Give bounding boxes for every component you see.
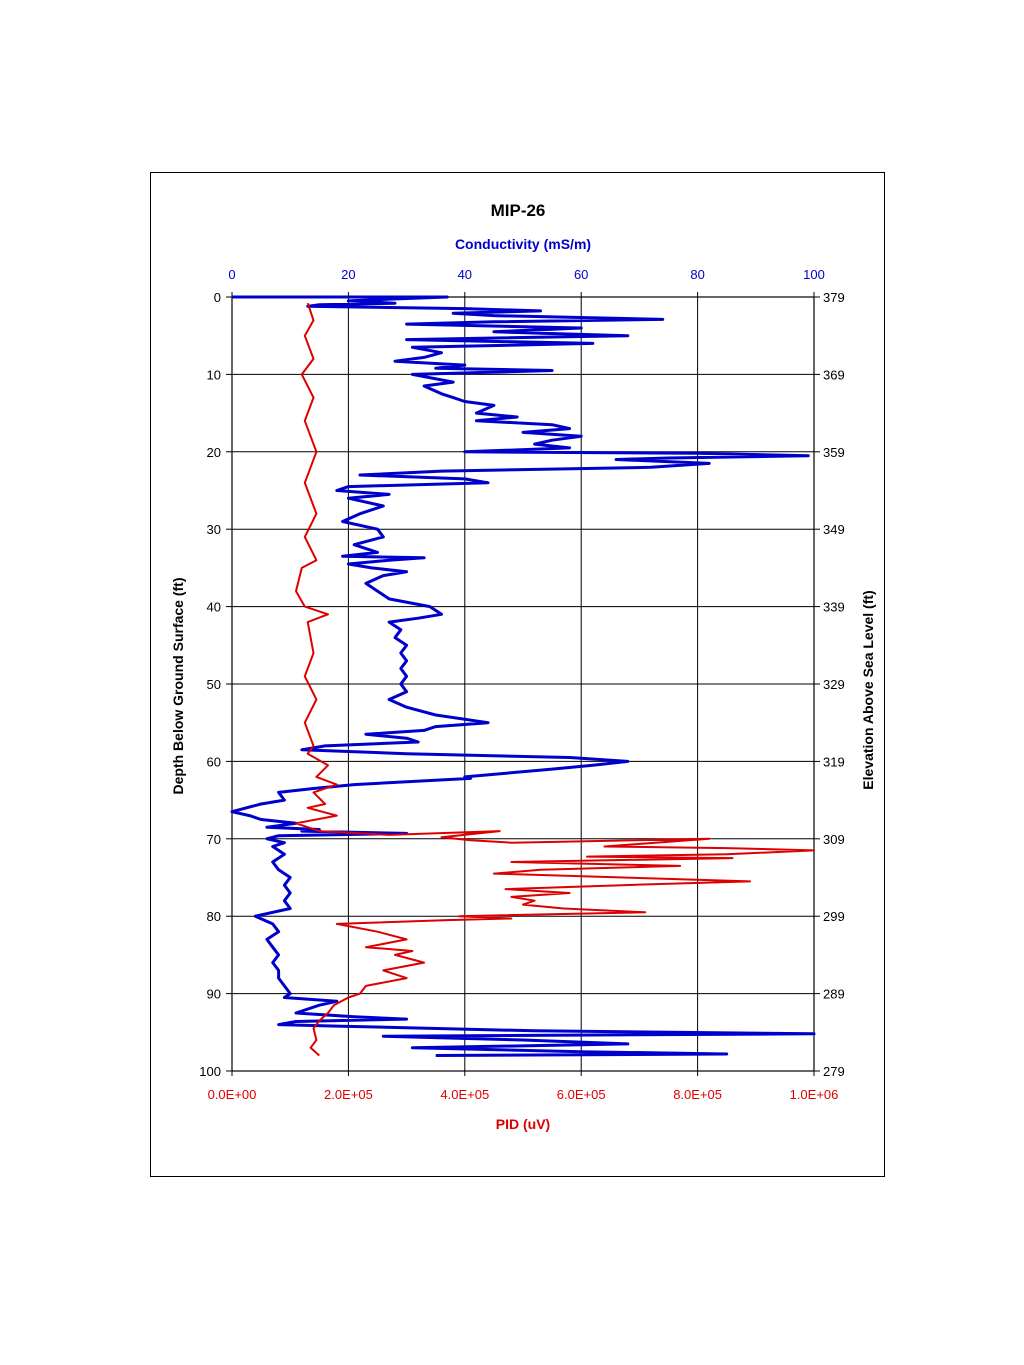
right-tick-label: 369	[823, 367, 845, 382]
bottom-tick-label: 6.0E+05	[557, 1087, 606, 1102]
right-tick-label: 329	[823, 677, 845, 692]
top-tick-label: 100	[803, 267, 825, 282]
bottom-tick-label: 8.0E+05	[673, 1087, 722, 1102]
chart-title: MIP-26	[491, 201, 546, 220]
right-tick-label: 359	[823, 445, 845, 460]
chart-frame	[150, 172, 885, 1177]
right-tick-label: 299	[823, 909, 845, 924]
left-tick-label: 20	[207, 445, 221, 460]
bottom-axis-label: PID (uV)	[496, 1116, 550, 1132]
left-tick-label: 50	[207, 677, 221, 692]
bottom-tick-label: 4.0E+05	[440, 1087, 489, 1102]
right-tick-label: 379	[823, 290, 845, 305]
left-axis-label: Depth Below Ground Surface (ft)	[170, 578, 186, 795]
pid-series-line	[295, 302, 815, 1057]
left-tick-label: 0	[214, 290, 221, 305]
right-tick-label: 279	[823, 1064, 845, 1079]
top-tick-label: 60	[574, 267, 588, 282]
right-axis-label: Elevation Above Sea Level (ft)	[860, 590, 876, 789]
left-tick-label: 60	[207, 754, 221, 769]
left-tick-label: 80	[207, 909, 221, 924]
top-tick-label: 80	[690, 267, 704, 282]
left-tick-label: 100	[199, 1064, 221, 1079]
left-tick-label: 90	[207, 987, 221, 1002]
right-tick-label: 339	[823, 600, 845, 615]
left-tick-label: 70	[207, 832, 221, 847]
right-tick-label: 289	[823, 987, 845, 1002]
right-tick-label: 319	[823, 754, 845, 769]
left-tick-label: 10	[207, 367, 221, 382]
right-tick-label: 349	[823, 522, 845, 537]
left-tick-label: 40	[207, 600, 221, 615]
conductivity-series-line	[230, 295, 816, 1057]
bottom-tick-label: 2.0E+05	[324, 1087, 373, 1102]
bottom-tick-label: 0.0E+00	[208, 1087, 257, 1102]
right-tick-label: 309	[823, 832, 845, 847]
top-tick-label: 40	[458, 267, 472, 282]
bottom-tick-label: 1.0E+06	[790, 1087, 839, 1102]
left-tick-label: 30	[207, 522, 221, 537]
top-tick-label: 20	[341, 267, 355, 282]
top-axis-label: Conductivity (mS/m)	[455, 236, 591, 252]
top-tick-label: 0	[228, 267, 235, 282]
